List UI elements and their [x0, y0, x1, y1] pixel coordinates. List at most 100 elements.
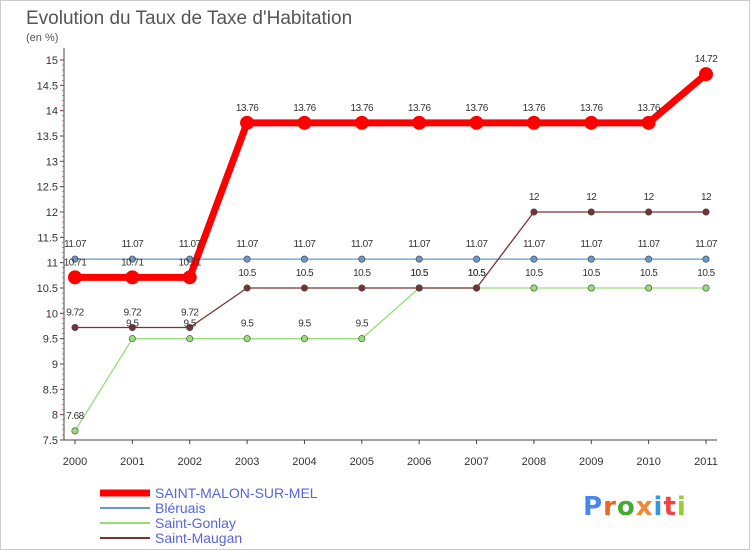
logo-letter: r — [603, 492, 617, 522]
proxiti-logo: Proxiti — [583, 492, 687, 522]
y-tick-label: 12.5 — [37, 182, 58, 194]
data-point-0-1 — [125, 270, 140, 285]
data-label-2-1: 9.5 — [126, 319, 139, 330]
data-point-2-11 — [702, 284, 710, 292]
logo-letter: o — [617, 492, 636, 522]
data-label-1-3: 11.07 — [236, 239, 259, 250]
data-label-1-4: 11.07 — [294, 239, 317, 250]
data-point-3-10 — [645, 208, 653, 216]
data-point-3-7 — [473, 284, 481, 292]
data-point-1-4 — [300, 255, 308, 263]
data-label-0-7: 13.76 — [465, 103, 488, 114]
data-label-2-0: 7.68 — [66, 411, 84, 422]
data-label-0-10: 13.76 — [637, 103, 660, 114]
data-label-3-5: 10.5 — [353, 268, 371, 279]
data-label-2-4: 9.5 — [298, 319, 311, 330]
y-tick-label: 10.5 — [37, 283, 58, 295]
data-point-2-2 — [186, 335, 194, 343]
x-tick-label: 2010 — [636, 456, 660, 468]
y-tick-label: 9 — [52, 359, 58, 371]
data-label-2-2: 9.5 — [184, 319, 197, 330]
data-label-3-11: 12 — [701, 192, 712, 203]
x-tick-label: 2011 — [694, 456, 718, 468]
data-label-2-9: 10.5 — [583, 268, 601, 279]
data-point-0-5 — [354, 115, 369, 130]
x-tick-label: 2006 — [407, 456, 431, 468]
x-tick-label: 2005 — [350, 456, 374, 468]
logo-letter: x — [636, 492, 654, 522]
x-tick-label: 2002 — [177, 456, 201, 468]
data-point-1-8 — [530, 255, 538, 263]
legend-label-2: Saint-Gonlay — [155, 515, 236, 531]
data-label-1-7: 11.07 — [466, 239, 489, 250]
data-point-0-4 — [297, 115, 312, 130]
data-point-2-3 — [243, 335, 251, 343]
data-label-3-3: 10.5 — [238, 268, 256, 279]
logo-letter: i — [677, 492, 687, 522]
data-label-3-8: 12 — [529, 192, 540, 203]
data-label-2-5: 9.5 — [356, 319, 369, 330]
data-point-3-9 — [587, 208, 595, 216]
logo-letter: t — [663, 492, 676, 522]
logo-text: Proxiti — [583, 492, 687, 522]
data-point-0-10 — [641, 115, 656, 130]
series-line-2 — [74, 287, 706, 432]
y-tick-label: 8 — [52, 410, 58, 422]
series-line-3 — [75, 211, 706, 329]
data-label-1-0: 11.07 — [64, 239, 87, 250]
y-tick-label: 10 — [46, 308, 58, 320]
data-label-3-9: 12 — [586, 192, 597, 203]
data-label-0-0: 10.71 — [64, 257, 87, 268]
data-point-1-7 — [473, 255, 481, 263]
data-label-2-11: 10.5 — [697, 268, 715, 279]
data-label-1-8: 11.07 — [523, 239, 546, 250]
data-point-2-10 — [645, 284, 653, 292]
data-label-0-8: 13.76 — [523, 103, 546, 114]
chart-title: Evolution du Taux de Taxe d'Habitation — [26, 8, 352, 29]
data-label-3-4: 10.5 — [296, 268, 314, 279]
data-point-2-0 — [71, 427, 79, 435]
x-tick-label: 2008 — [522, 456, 546, 468]
y-tick-label: 12 — [46, 207, 58, 219]
data-point-1-10 — [645, 255, 653, 263]
data-label-0-11: 14.72 — [695, 54, 718, 65]
y-tick-label: 15 — [46, 55, 58, 67]
data-label-2-6: 10.5 — [410, 268, 428, 279]
y-tick-label: 13.5 — [37, 131, 58, 143]
data-point-3-2 — [186, 324, 194, 332]
y-tick-label: 9.5 — [43, 334, 58, 346]
data-label-1-1: 11.07 — [121, 239, 144, 250]
chart-subtitle: (en %) — [26, 32, 58, 44]
data-point-2-5 — [358, 335, 366, 343]
data-point-0-11 — [699, 67, 713, 82]
data-label-3-7: 10.5 — [468, 268, 486, 279]
data-label-3-1: 9.72 — [124, 308, 142, 319]
y-tick-label: 11.5 — [37, 232, 58, 244]
data-point-1-0 — [71, 255, 79, 263]
legend: SAINT-MALON-SUR-MELBléruaisSaint-GonlayS… — [100, 485, 318, 546]
data-label-2-8: 10.5 — [525, 268, 543, 279]
data-point-3-1 — [128, 324, 136, 332]
data-label-2-7: 10.5 — [468, 268, 486, 279]
data-point-0-2 — [182, 270, 197, 285]
legend-label-1: Bléruais — [155, 500, 206, 516]
data-point-2-9 — [587, 284, 595, 292]
data-point-3-8 — [530, 208, 538, 216]
data-label-3-6: 10.5 — [410, 268, 428, 279]
data-point-2-1 — [128, 335, 136, 343]
data-label-0-1: 10.71 — [121, 257, 144, 268]
x-tick-label: 2007 — [464, 456, 488, 468]
data-point-1-6 — [415, 255, 423, 263]
data-point-1-5 — [358, 255, 366, 263]
data-label-3-0: 9.72 — [66, 308, 84, 319]
series-group — [68, 67, 713, 435]
data-label-0-6: 13.76 — [408, 103, 431, 114]
data-point-3-5 — [358, 284, 366, 292]
data-label-1-9: 11.07 — [580, 239, 603, 250]
logo-letter: P — [583, 492, 603, 522]
data-label-2-10: 10.5 — [640, 268, 658, 279]
data-label-1-6: 11.07 — [408, 239, 431, 250]
data-point-0-6 — [412, 115, 427, 130]
x-tick-label: 2004 — [292, 456, 316, 468]
